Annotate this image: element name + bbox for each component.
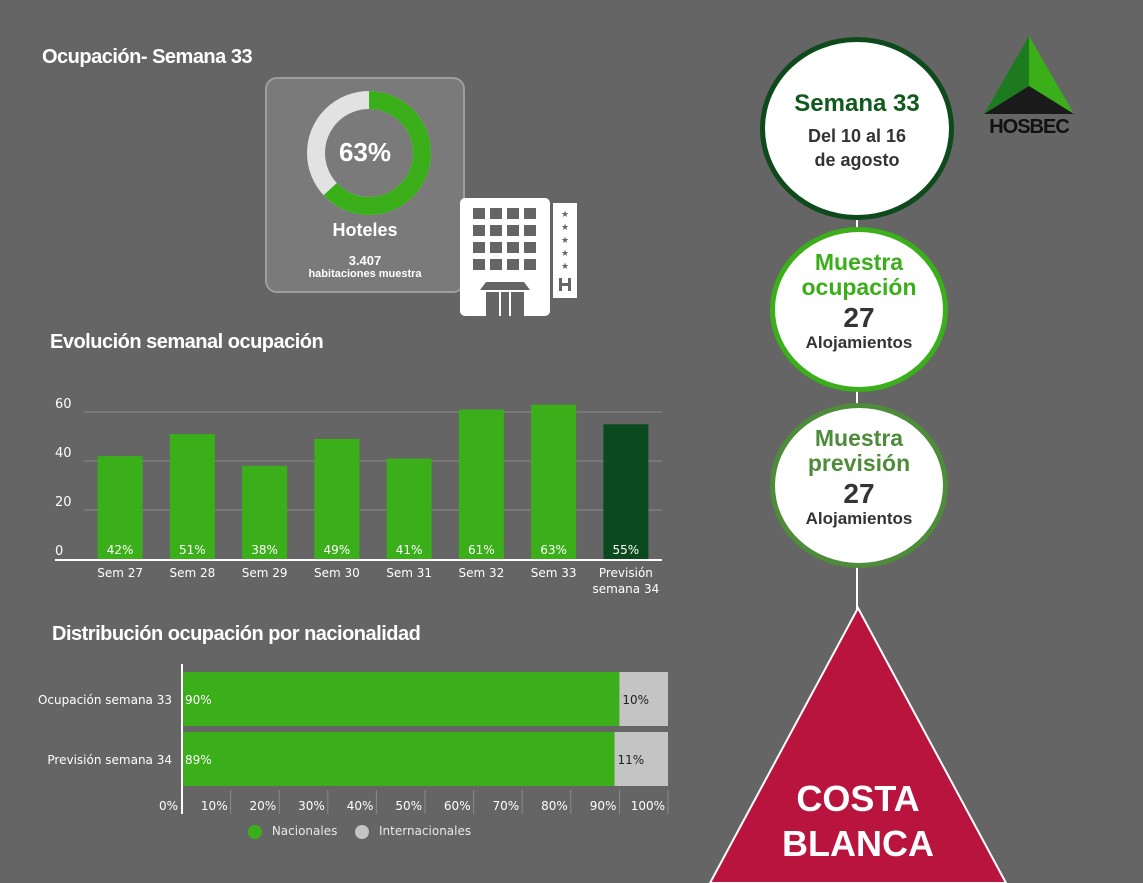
- row-label: Previsión semana 34: [47, 753, 172, 767]
- y-tick-label: 0: [55, 544, 63, 559]
- stacked-segment: [619, 672, 668, 726]
- bar-data-label: 61%: [468, 543, 495, 557]
- week-circle: Semana 33 Del 10 al 16 de agosto: [760, 37, 954, 220]
- x-tick-label: Sem 28: [169, 566, 215, 580]
- occupancy-card: 63% Hoteles 3.407 habitaciones muestra: [265, 77, 465, 293]
- region-label-line-1: COSTA: [796, 778, 920, 819]
- bar-data-label: 42%: [107, 543, 134, 557]
- hosbec-logo: HOSBEC: [984, 36, 1074, 136]
- bar-data-label: 41%: [396, 543, 423, 557]
- x-tick-label: Sem 30: [314, 566, 360, 580]
- week-dates-line-2: de agosto: [814, 150, 900, 170]
- svg-text:★: ★: [561, 262, 569, 272]
- legend-dot-internacionales: [355, 824, 370, 839]
- x-tick-label: Sem 33: [531, 566, 577, 580]
- sample-forecast-unit: Alojamientos: [805, 509, 913, 528]
- x-tick-label: 60%: [444, 799, 471, 813]
- sample-occupancy-unit: Alojamientos: [805, 333, 913, 352]
- weekly-bar-chart: 0 20 40 60 42% Sem 27 51% Sem 28 38% Sem 29 49% Sem…: [55, 397, 662, 596]
- region-label-line-2: BLANCA: [782, 823, 934, 864]
- segment-data-label: 89%: [185, 753, 212, 767]
- x-tick-label: 100%: [631, 799, 665, 813]
- sample-forecast-count: 27: [843, 478, 875, 509]
- x-tick-label: 40%: [347, 799, 374, 813]
- bar: [169, 434, 215, 559]
- segment-data-label: 11%: [618, 753, 645, 767]
- bar: [603, 424, 649, 559]
- weekly-title: Evolución semanal ocupación: [50, 331, 324, 353]
- stacked-segment: [614, 732, 668, 786]
- x-tick-label: Previsión: [599, 566, 653, 580]
- bar-data-label: 63%: [540, 543, 567, 557]
- rooms-label: habitaciones muestra: [308, 268, 422, 280]
- sample-occupancy-title-2: ocupación: [801, 274, 917, 300]
- bar-data-label: 55%: [613, 543, 640, 557]
- bar-data-label: 49%: [324, 543, 351, 557]
- region-triangle: [708, 606, 1008, 883]
- x-tick-label: Sem 31: [386, 566, 432, 580]
- svg-text:★: ★: [561, 236, 569, 246]
- bar: [97, 456, 143, 559]
- x-tick-label: 70%: [493, 799, 520, 813]
- nationality-title: Distribución ocupación por nacionalidad: [52, 623, 421, 645]
- y-tick-label: 60: [55, 397, 72, 412]
- bar: [458, 409, 504, 559]
- legend-label-nacionales: Nacionales: [271, 824, 338, 838]
- bar: [531, 404, 577, 559]
- occupancy-donut: [307, 91, 431, 215]
- nationality-legend: Nacionales Internacionales: [248, 824, 471, 839]
- week-dates-line-1: Del 10 al 16: [807, 126, 907, 146]
- sample-occupancy-title-1: Muestra: [814, 249, 904, 275]
- bar-data-label: 51%: [179, 543, 206, 557]
- bar: [314, 438, 360, 559]
- hotel-icon: ★ ★ ★ ★ ★: [460, 198, 577, 316]
- x-tick-label: 20%: [250, 799, 277, 813]
- sample-occupancy-circle: Muestra ocupación 27 Alojamientos: [770, 227, 948, 392]
- sample-forecast-title-2: previsión: [807, 450, 911, 476]
- x-tick-label: 30%: [298, 799, 325, 813]
- nationality-bar-chart: Ocupación semana 33 90% 10% Previsión seman…: [38, 664, 669, 814]
- sample-forecast-circle: Muestra previsión 27 Alojamientos: [770, 403, 948, 568]
- occupancy-category: Hoteles: [332, 220, 398, 240]
- occupancy-value: 63%: [338, 137, 392, 167]
- sample-forecast-title-1: Muestra: [814, 425, 904, 451]
- y-tick-label: 20: [55, 495, 72, 510]
- x-tick-label: Sem 27: [97, 566, 143, 580]
- x-tick-label: 80%: [541, 799, 568, 813]
- x-tick-label: semana 34: [593, 582, 660, 596]
- stacked-segment: [182, 732, 615, 786]
- x-tick-label: 10%: [201, 799, 228, 813]
- svg-text:★: ★: [561, 249, 569, 259]
- logo-text: HOSBEC: [989, 116, 1069, 136]
- svg-text:★: ★: [561, 223, 569, 233]
- x-tick-label: 0%: [159, 799, 178, 813]
- legend-dot-nacionales: [248, 824, 262, 839]
- bar: [242, 465, 288, 559]
- x-tick-label: Sem 29: [242, 566, 288, 580]
- stacked-segment: [182, 672, 620, 726]
- legend-label-internacionales: Internacionales: [379, 824, 472, 838]
- bar-data-label: 38%: [251, 543, 278, 557]
- x-tick-label: 50%: [395, 799, 422, 813]
- bar: [386, 458, 432, 559]
- donut-value-arc: [307, 91, 431, 215]
- x-tick-label: Sem 32: [458, 566, 504, 580]
- svg-text:★: ★: [561, 210, 569, 220]
- y-tick-label: 40: [55, 446, 72, 461]
- segment-data-label: 90%: [185, 693, 212, 707]
- x-tick-label: 90%: [590, 799, 617, 813]
- segment-data-label: 10%: [622, 693, 649, 707]
- sample-occupancy-count: 27: [843, 302, 875, 333]
- occupancy-title: Ocupación- Semana 33: [42, 46, 253, 68]
- week-title: Semana 33: [794, 90, 920, 117]
- row-label: Ocupación semana 33: [38, 693, 172, 707]
- rooms-count: 3.407: [348, 253, 382, 268]
